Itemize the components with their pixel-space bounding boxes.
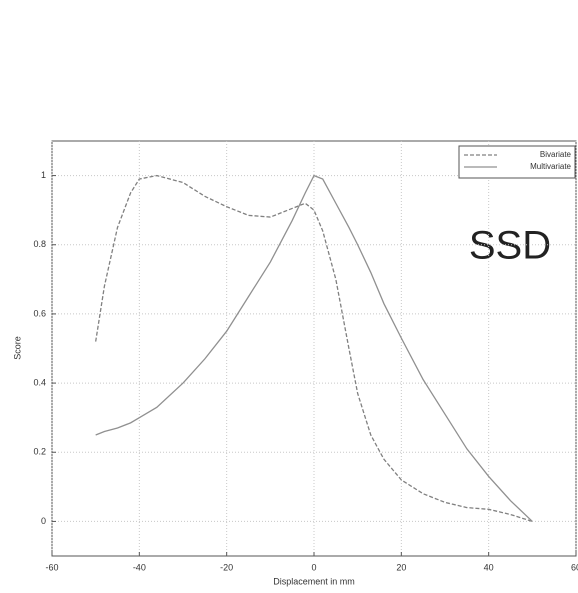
y-axis-label: Score [12, 336, 22, 360]
series-line [95, 174, 533, 523]
y-tick-label: 0 [41, 516, 46, 526]
x-tick-label: 20 [396, 562, 406, 572]
x-axis-label: Displacement in mm [273, 576, 355, 586]
y-tick-label: 0.8 [33, 239, 46, 249]
x-tick-label: 40 [484, 562, 494, 572]
x-tick-label: 0 [311, 562, 316, 572]
y-tick-label: 0.6 [33, 308, 46, 318]
x-tick-label: -20 [220, 562, 233, 572]
legend-label: Multivariate [530, 162, 571, 171]
series-line [95, 174, 533, 522]
y-tick-label: 1 [41, 170, 46, 180]
x-tick-label: -40 [133, 562, 146, 572]
legend-label: Bivariate [540, 150, 572, 159]
annotation: SSD [469, 224, 551, 268]
y-tick-label: 0.2 [33, 447, 46, 457]
x-tick-label: 60 [571, 562, 578, 572]
y-tick-label: 0.4 [33, 377, 46, 387]
x-tick-label: -60 [45, 562, 58, 572]
legend-box [458, 145, 576, 179]
